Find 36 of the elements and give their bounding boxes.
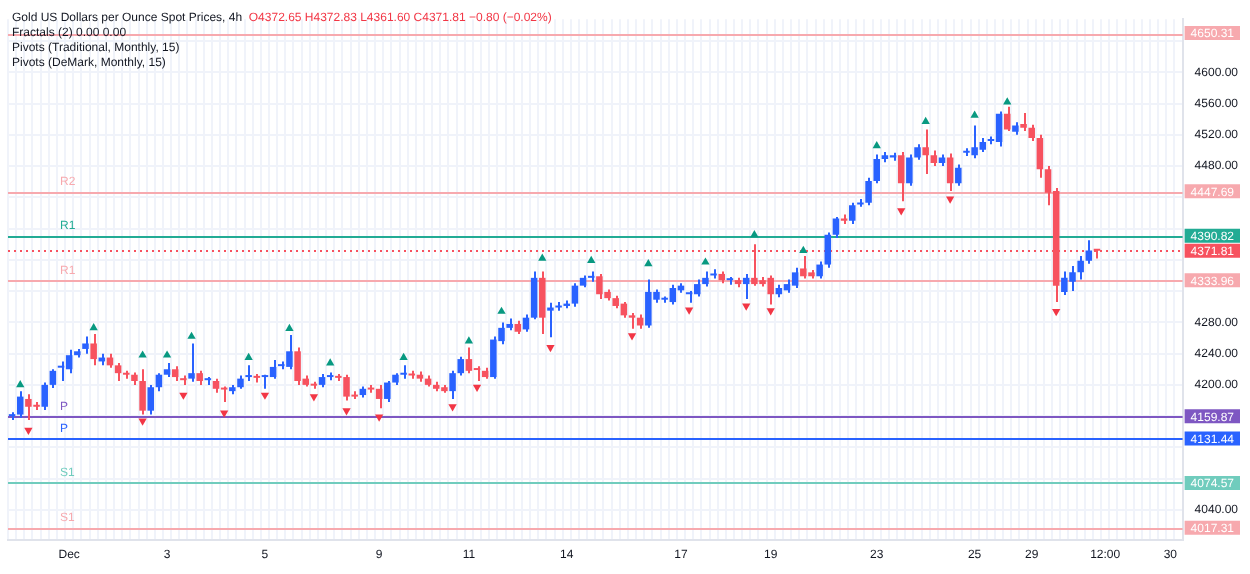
point [921, 116, 930, 124]
point [448, 404, 457, 412]
point [766, 308, 775, 316]
point [16, 380, 25, 388]
point [89, 323, 98, 331]
point [1003, 97, 1012, 105]
point [684, 307, 694, 315]
point [872, 140, 881, 149]
point [464, 336, 474, 344]
point [260, 392, 270, 400]
point [326, 358, 335, 366]
point [627, 333, 637, 341]
point [497, 306, 506, 314]
point [1052, 309, 1061, 317]
point [24, 427, 33, 436]
point [179, 392, 188, 400]
point [187, 331, 196, 339]
point [750, 230, 759, 238]
point [799, 245, 808, 253]
point [701, 257, 710, 265]
point [644, 258, 653, 267]
point [244, 352, 253, 360]
point [472, 384, 482, 393]
point [138, 350, 147, 358]
point [399, 352, 408, 360]
point [285, 323, 294, 332]
point [970, 110, 979, 118]
point [587, 255, 596, 264]
point [138, 418, 147, 426]
point [342, 408, 351, 416]
point [897, 208, 906, 216]
point [309, 394, 319, 402]
point [538, 253, 547, 261]
point [742, 303, 751, 311]
point [546, 344, 555, 353]
point [162, 350, 172, 358]
